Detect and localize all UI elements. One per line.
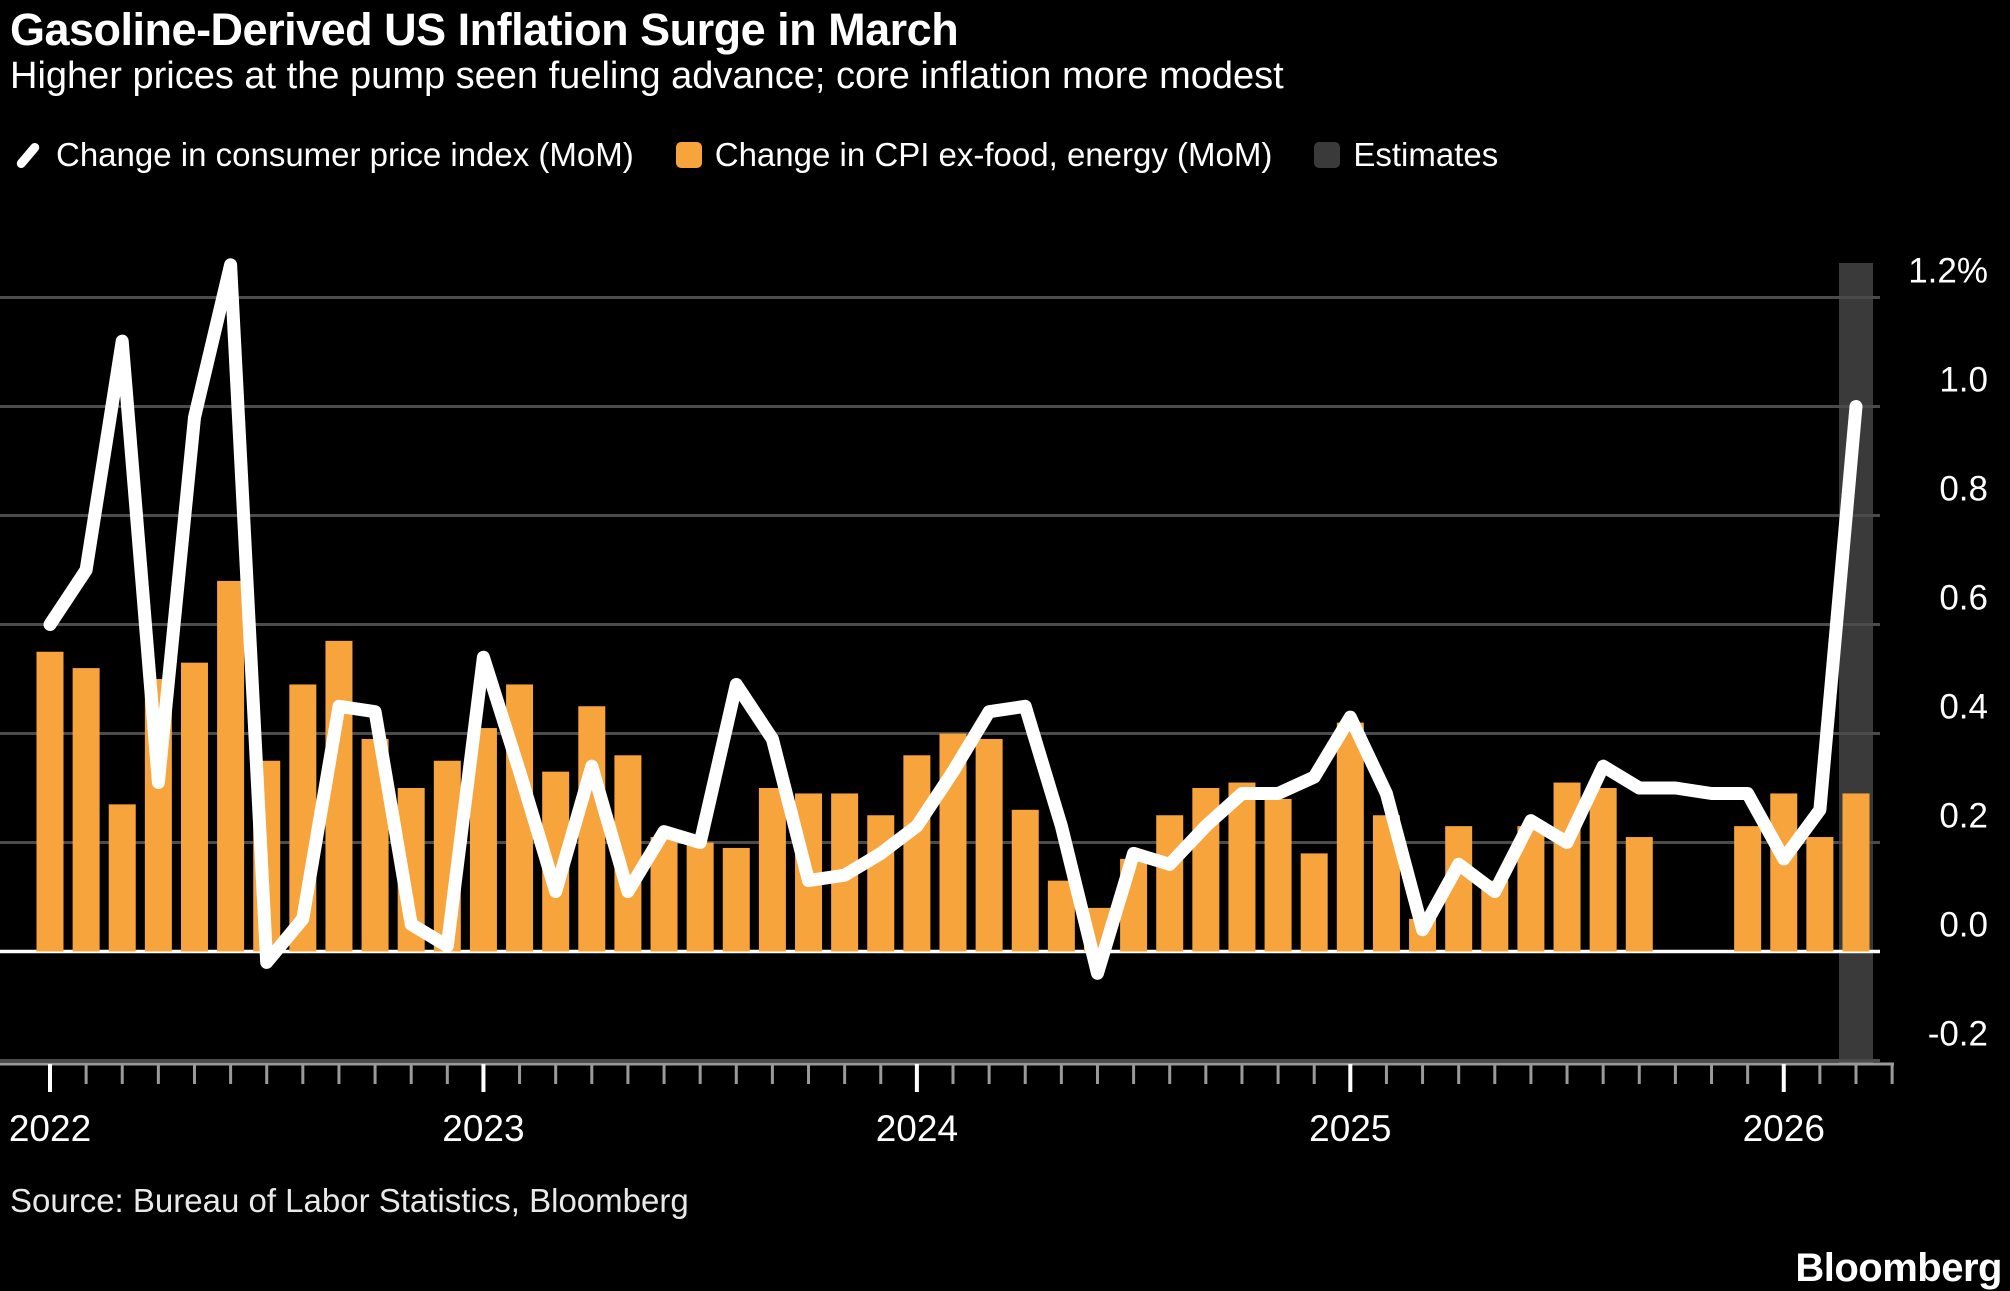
- chart-title: Gasoline-Derived US Inflation Surge in M…: [10, 4, 959, 55]
- bar-2024-08: [1156, 815, 1184, 952]
- bar-2025-01: [1336, 722, 1364, 952]
- legend-label-core-cpi-bar: Change in CPI ex-food, energy (MoM): [714, 136, 1273, 173]
- bar-2022-06: [217, 580, 245, 952]
- bar-2023-07: [686, 842, 714, 952]
- bar-2022-03: [108, 804, 136, 952]
- estimates-marker-icon: [1314, 142, 1341, 168]
- y-axis-label: 1.0: [1939, 361, 1988, 400]
- bar-2023-09: [758, 788, 786, 952]
- bar-2024-04: [1011, 809, 1039, 952]
- bar-2024-11: [1264, 798, 1292, 952]
- y-axis-label: 1.2%: [1908, 252, 1988, 291]
- y-axis-label: 0.0: [1939, 906, 1988, 945]
- x-axis-year-label: 2024: [876, 1108, 958, 1149]
- bar-2026-02: [1806, 837, 1834, 952]
- bar-2022-01: [36, 651, 64, 952]
- x-axis-year-label: 2026: [1743, 1108, 1825, 1149]
- y-axis-label: -0.2: [1928, 1015, 1988, 1054]
- bar-2024-03: [975, 738, 1003, 952]
- bar-2023-12: [867, 815, 895, 952]
- bar-2024-05: [1047, 880, 1075, 952]
- bar-2024-01: [903, 755, 931, 952]
- bar-2026-03: [1842, 793, 1870, 952]
- source-note: Source: Bureau of Labor Statistics, Bloo…: [10, 1182, 689, 1219]
- bar-2024-12: [1300, 853, 1328, 952]
- bar-2025-08: [1589, 788, 1617, 952]
- cpi-line: [43, 258, 1863, 980]
- x-axis-year-label: 2025: [1309, 1108, 1391, 1149]
- legend: Change in consumer price index (MoM) Cha…: [10, 136, 1498, 174]
- bar-2026-01: [1770, 793, 1798, 952]
- y-axis-label: 0.2: [1939, 797, 1988, 836]
- y-axis-label: 0.8: [1939, 470, 1988, 509]
- bar-2024-10: [1228, 782, 1256, 952]
- legend-label-estimates: Estimates: [1353, 136, 1499, 173]
- bar-2025-12: [1734, 826, 1762, 952]
- bar-series-marker-icon: [675, 142, 702, 168]
- bar-2023-08: [722, 847, 750, 952]
- bloomberg-logo: Bloomberg: [1795, 1246, 2002, 1290]
- y-axis-label: 0.4: [1939, 688, 1988, 727]
- line-series-marker-icon: [10, 137, 46, 173]
- chart-subtitle: Higher prices at the pump seen fueling a…: [10, 55, 1284, 97]
- x-axis-year-label: 2022: [9, 1108, 91, 1149]
- bar-2022-02: [72, 668, 100, 952]
- bar-2023-04: [578, 706, 606, 952]
- bar-2025-09: [1625, 837, 1653, 952]
- x-axis-year-label: 2023: [442, 1108, 524, 1149]
- y-axis-label: 0.6: [1939, 579, 1988, 618]
- legend-label-cpi-line: Change in consumer price index (MoM): [56, 136, 634, 173]
- bar-2022-05: [180, 662, 208, 952]
